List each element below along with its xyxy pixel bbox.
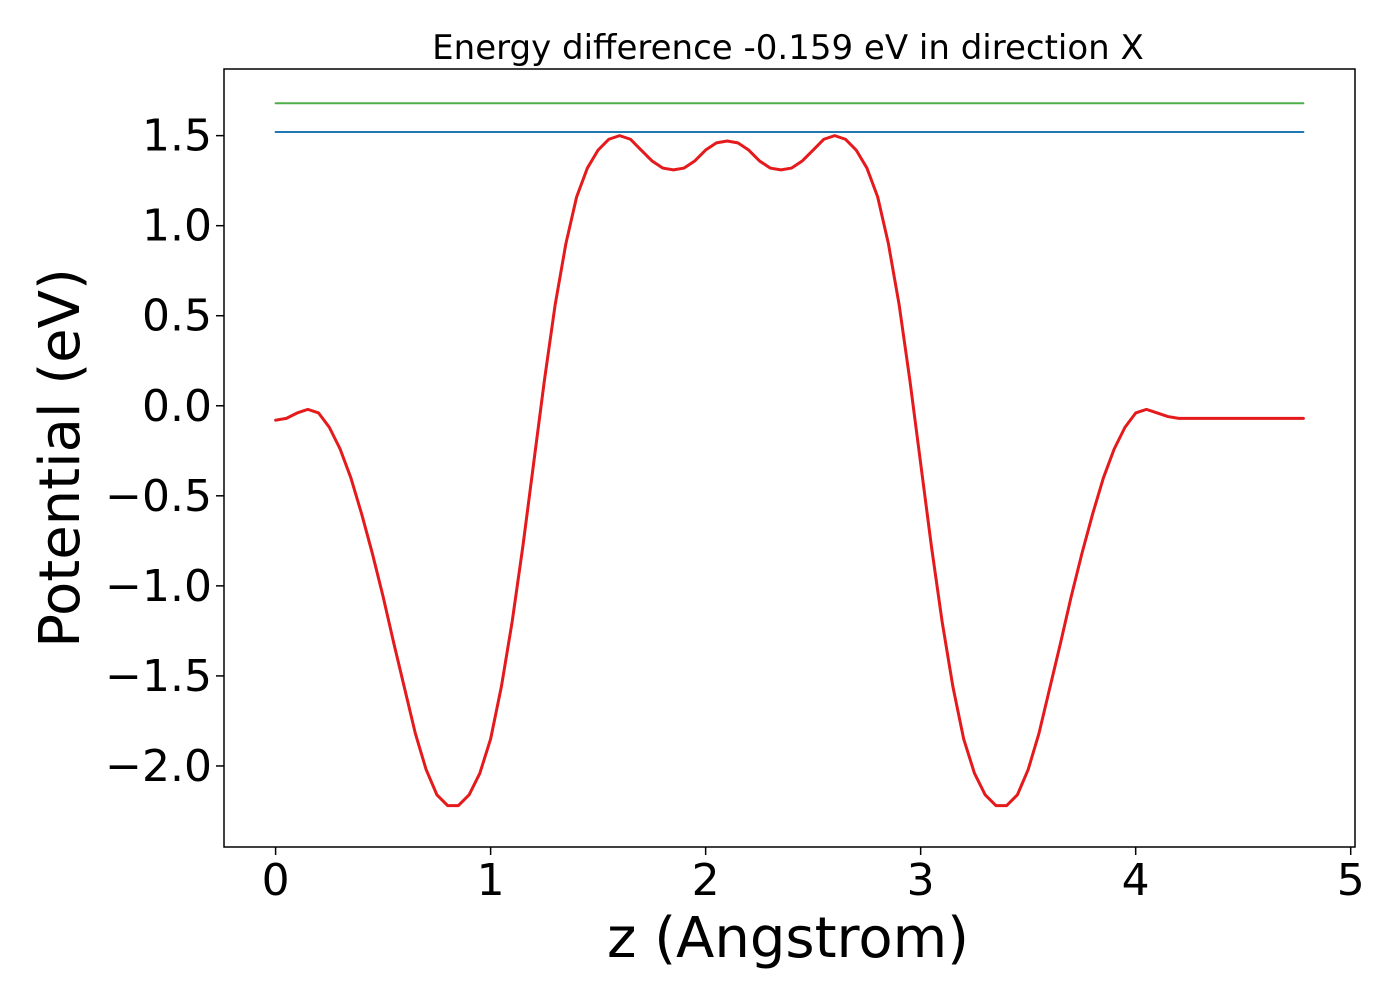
y-axis: −2.0 −1.5 −1.0 −0.5 0.0 0.5 1.0 1.5: [105, 111, 224, 792]
x-tick-label: 2: [692, 855, 720, 906]
x-tick-label: 1: [477, 855, 505, 906]
y-tick-label: 0.0: [142, 381, 212, 432]
y-tick-label: −0.5: [105, 471, 212, 522]
y-tick-label: 1.0: [142, 201, 212, 252]
y-tick-label: 0.5: [142, 291, 212, 342]
series-line-potential: [274, 134, 1305, 808]
y-tick-label: −1.5: [105, 651, 212, 702]
x-tick-label: 0: [262, 855, 290, 906]
y-tick-label: −2.0: [105, 741, 212, 792]
plot-area: [274, 102, 1305, 808]
plot-frame: [223, 68, 1356, 848]
x-tick-label: 5: [1337, 855, 1365, 906]
x-tick-label: 4: [1122, 855, 1150, 906]
x-axis: 0 1 2 3 4 5: [262, 847, 1365, 906]
y-tick-label: 1.5: [142, 111, 212, 162]
y-tick-label: −1.0: [105, 561, 212, 612]
chart-title: Energy difference -0.159 eV in direction…: [432, 28, 1144, 68]
x-tick-label: 3: [907, 855, 935, 906]
x-axis-label: z (Angstrom): [607, 906, 969, 971]
y-axis-label: Potential (eV): [28, 268, 93, 648]
